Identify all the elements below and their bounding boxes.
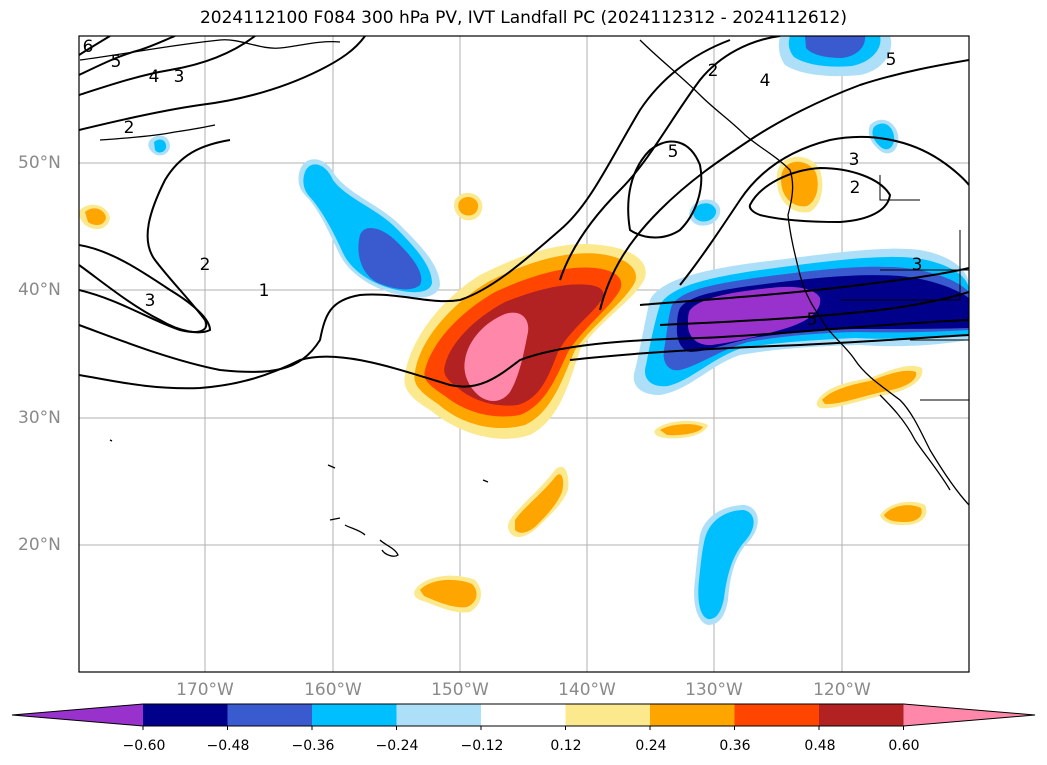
lon-label: 160°W <box>304 680 362 700</box>
contour-label: 3 <box>849 150 860 170</box>
lat-label: 30°N <box>18 408 61 428</box>
colorbar-tick-label: −0.36 <box>291 738 335 754</box>
colorbar-extend-high <box>903 704 1035 726</box>
plot-frame <box>78 35 970 673</box>
lon-label: 120°W <box>813 680 871 700</box>
contour-label: 2 <box>850 178 861 198</box>
contour-label: 2 <box>708 61 719 81</box>
colorbar-tick-label: −0.12 <box>460 738 504 754</box>
colorbar-segment <box>650 704 735 726</box>
contour-label: 6 <box>83 37 94 57</box>
contour-labels: 6 5 4 3 2 2 3 1 2 5 4 5 3 2 3 5 <box>83 37 923 330</box>
contour-label: 4 <box>149 67 160 87</box>
colorbar-segment <box>819 704 904 726</box>
contour-label: 4 <box>760 71 771 91</box>
lon-label: 170°W <box>176 680 234 700</box>
colorbar-tick-label: 0.36 <box>719 738 751 754</box>
contour-label: 3 <box>145 291 156 311</box>
colorbar-tick-label: 0.12 <box>550 738 582 754</box>
negative-anomaly-north <box>298 159 440 298</box>
contour-label: 3 <box>174 67 185 87</box>
lon-label: 130°W <box>685 680 743 700</box>
lat-label: 50°N <box>18 153 61 173</box>
colorbar-segment <box>481 704 566 726</box>
colorbar-segment <box>734 704 820 726</box>
negative-anomaly-east <box>633 248 969 395</box>
colorbar-tick-label: −0.24 <box>375 738 419 754</box>
colorbar <box>11 703 1036 730</box>
plot-title: 2024112100 F084 300 hPa PV, IVT Landfall… <box>199 8 847 28</box>
contour-label: 2 <box>200 255 211 275</box>
small-anomalies <box>79 119 927 625</box>
colorbar-tick-label: 0.48 <box>804 738 836 754</box>
colorbar-segment <box>396 704 482 726</box>
lat-label: 40°N <box>18 280 61 300</box>
positive-anomaly-central <box>404 244 646 439</box>
contour-label: 5 <box>807 310 818 330</box>
contour-label: 2 <box>124 118 135 138</box>
pv-contours <box>79 36 969 390</box>
colorbar-extend-low <box>12 704 143 726</box>
colorbar-tick-label: −0.60 <box>122 738 166 754</box>
lat-label: 20°N <box>18 535 61 555</box>
contour-label: 1 <box>259 281 270 301</box>
colorbar-tick-label: −0.48 <box>206 738 250 754</box>
contour-label: 3 <box>912 255 923 275</box>
negative-anomaly-top <box>778 36 892 77</box>
lon-label: 150°W <box>431 680 489 700</box>
colorbar-segment <box>227 704 313 726</box>
colorbar-segment <box>312 704 397 726</box>
contour-label: 5 <box>886 50 897 70</box>
contour-label: 5 <box>668 142 679 162</box>
state-borders <box>840 175 969 401</box>
colorbar-segment <box>143 704 228 726</box>
contour-label: 5 <box>111 52 122 72</box>
colorbar-tick-label: 0.60 <box>888 738 920 754</box>
colorbar-tick-label: 0.24 <box>635 738 667 754</box>
lon-label: 140°W <box>558 680 616 700</box>
colorbar-segment <box>565 704 651 726</box>
coastlines <box>79 39 969 557</box>
